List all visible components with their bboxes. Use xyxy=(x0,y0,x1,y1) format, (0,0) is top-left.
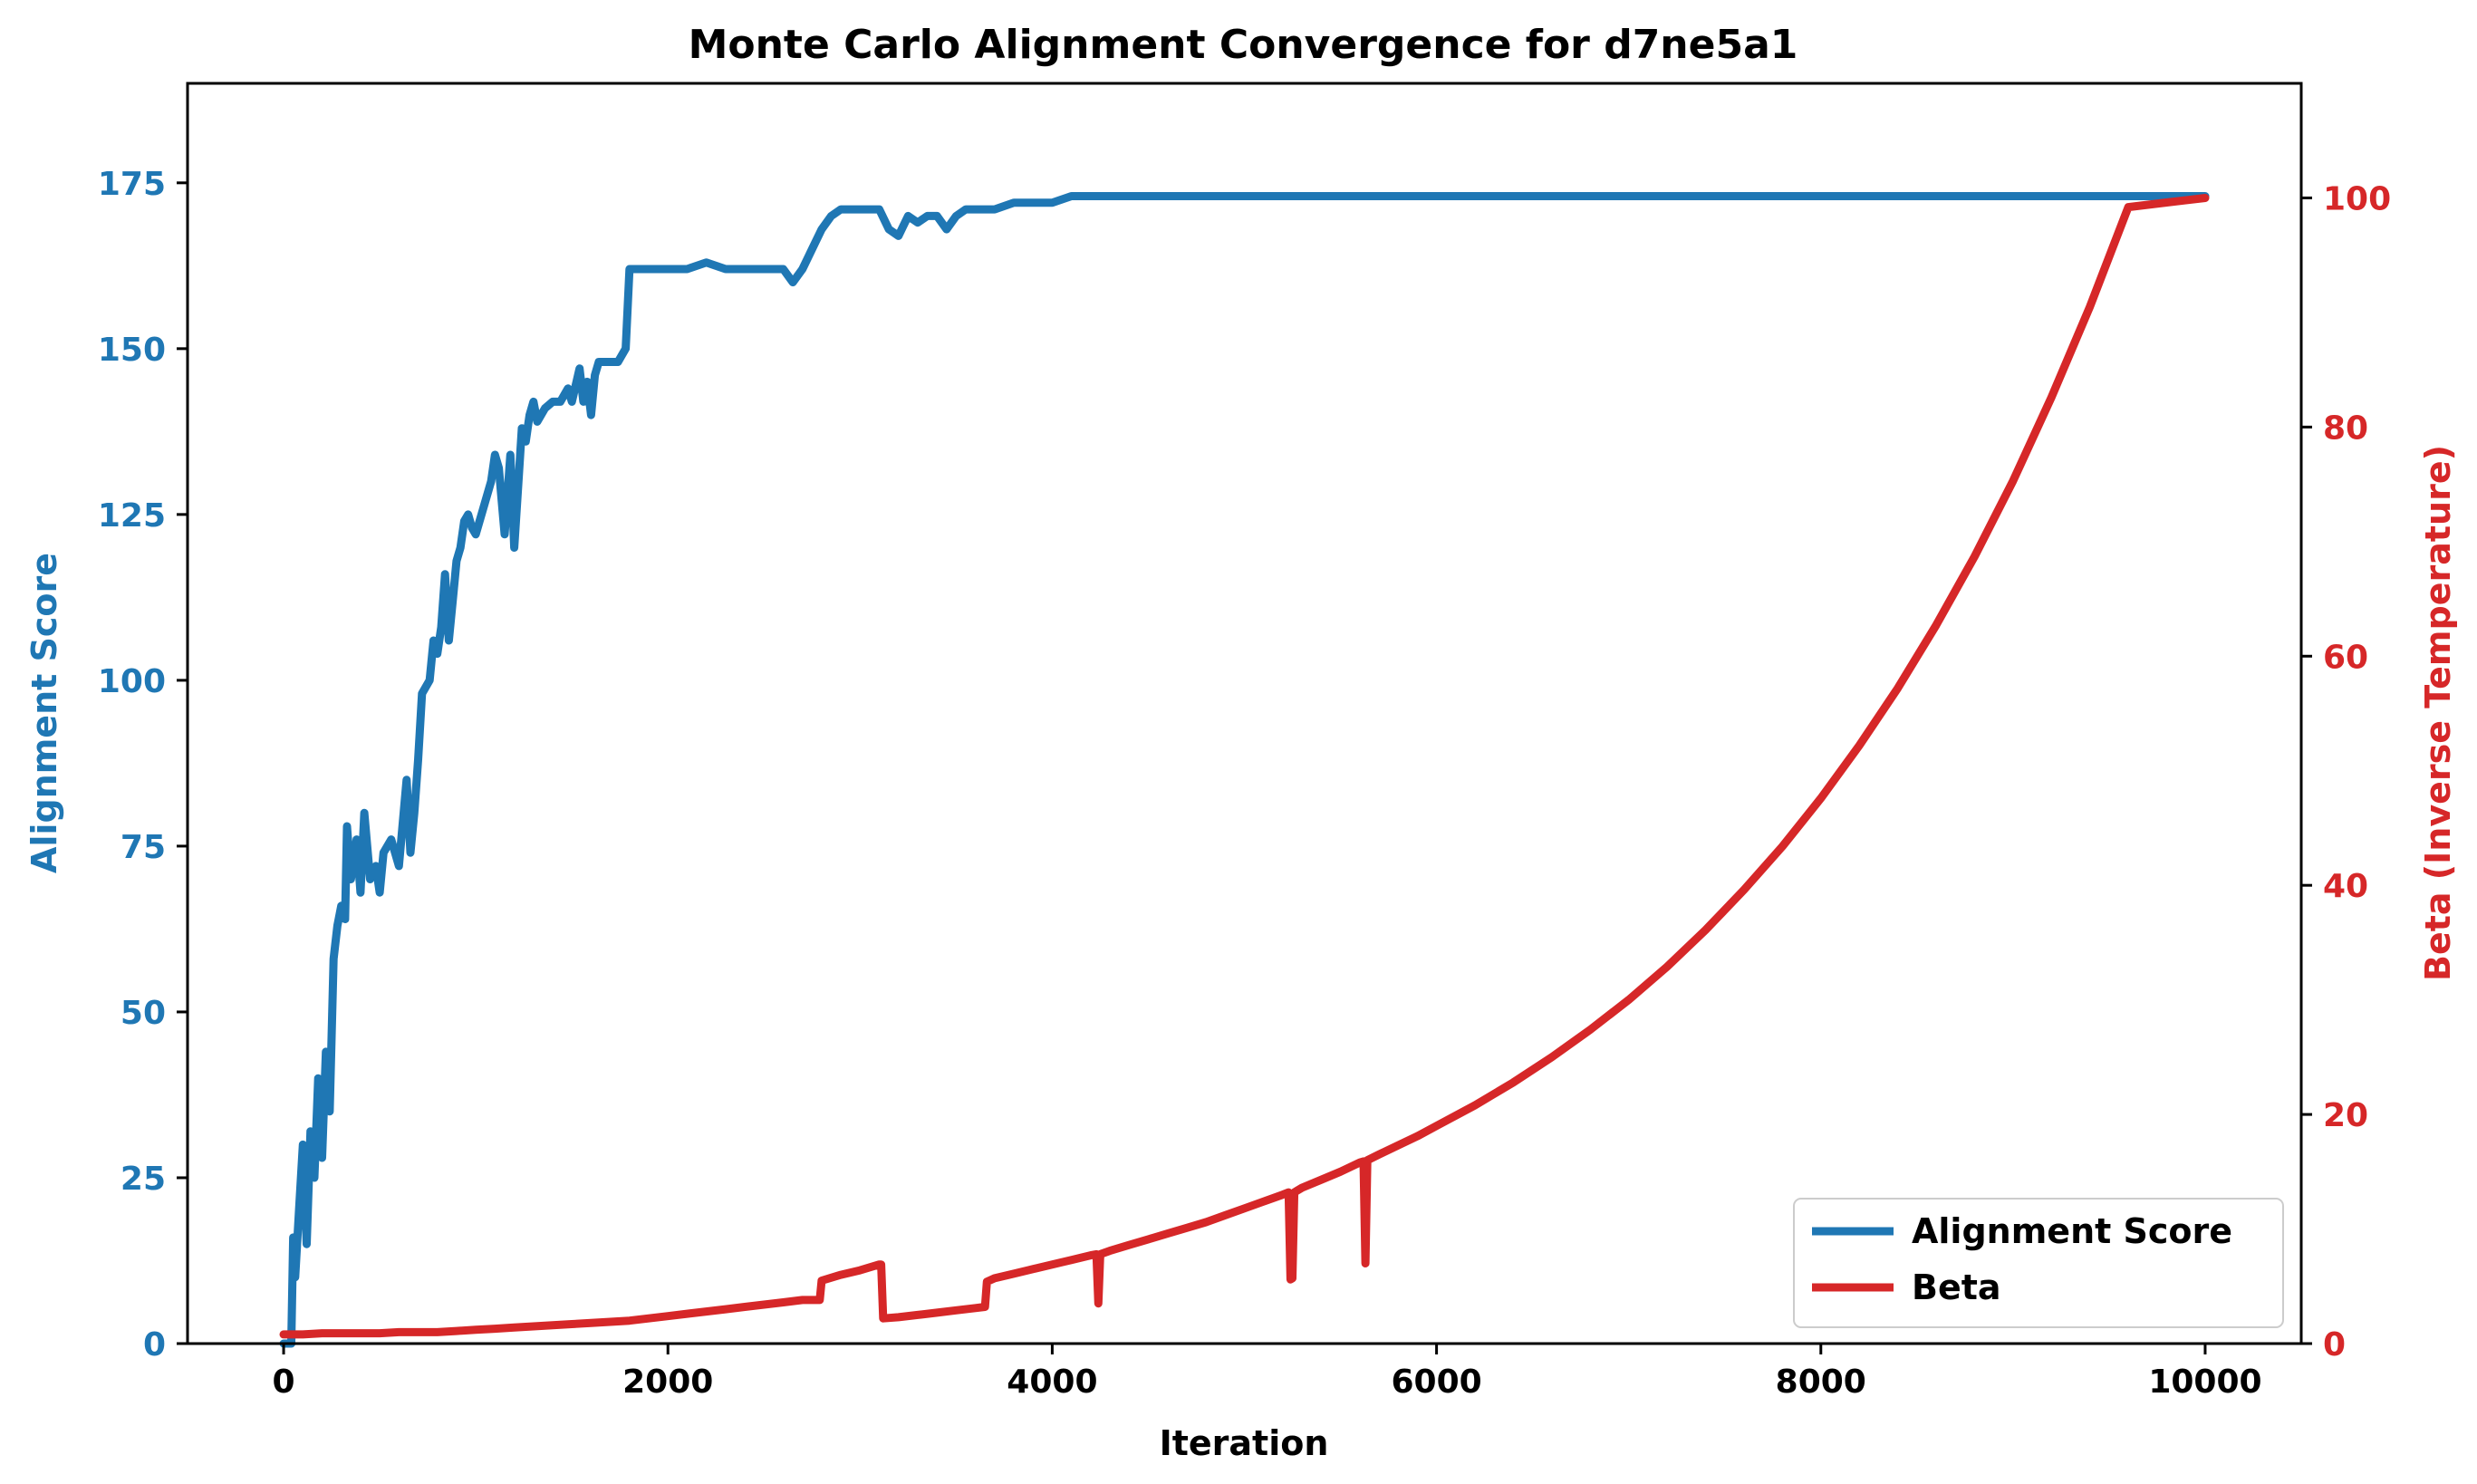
right-y-tick-label: 20 xyxy=(2323,1097,2368,1134)
left-y-axis: 0 25 50 75 100 125 150 175 xyxy=(98,166,188,1364)
left-y-tick-label: 100 xyxy=(98,663,166,700)
left-y-tick-label: 150 xyxy=(98,332,166,369)
x-tick-label: 4000 xyxy=(1007,1364,1097,1401)
plot-area xyxy=(279,192,2210,1348)
series-line-alignment-score xyxy=(279,192,2210,1348)
right-y-axis: 0 20 40 60 80 100 xyxy=(2301,180,2391,1364)
axes-frame xyxy=(186,82,2303,1345)
x-axis: 0 2000 4000 6000 8000 10000 xyxy=(273,1344,2262,1401)
left-y-tick-label: 0 xyxy=(143,1326,166,1364)
right-y-tick-label: 0 xyxy=(2323,1326,2346,1364)
legend-label-beta: Beta xyxy=(1912,1267,2001,1307)
chart-title: Monte Carlo Alignment Convergence for d7… xyxy=(689,22,1798,68)
x-axis-label: Iteration xyxy=(1160,1423,1329,1463)
left-y-tick-label: 125 xyxy=(98,497,166,535)
legend: Alignment Score Beta xyxy=(1793,1198,2284,1328)
right-y-tick-label: 40 xyxy=(2323,868,2368,905)
left-y-tick-label: 75 xyxy=(120,829,166,866)
left-y-tick-label: 25 xyxy=(120,1161,166,1198)
legend-box xyxy=(1793,1198,2284,1328)
left-y-tick-label: 175 xyxy=(98,166,166,203)
right-y-axis-label: Beta (Inverse Temperature) xyxy=(2418,445,2458,981)
right-y-tick-label: 80 xyxy=(2323,410,2368,447)
left-y-axis-label: Alignment Score xyxy=(24,553,64,873)
x-tick-label: 8000 xyxy=(1776,1364,1866,1401)
x-tick-label: 6000 xyxy=(1391,1364,1481,1401)
x-tick-label: 2000 xyxy=(622,1364,713,1401)
right-y-tick-label: 60 xyxy=(2323,639,2368,676)
series-line-beta xyxy=(279,194,2210,1339)
right-y-tick-label: 100 xyxy=(2323,180,2391,217)
legend-label-alignment-score: Alignment Score xyxy=(1912,1211,2232,1251)
x-tick-label: 0 xyxy=(273,1364,295,1401)
x-tick-label: 10000 xyxy=(2148,1364,2261,1401)
left-y-tick-label: 50 xyxy=(120,995,166,1032)
